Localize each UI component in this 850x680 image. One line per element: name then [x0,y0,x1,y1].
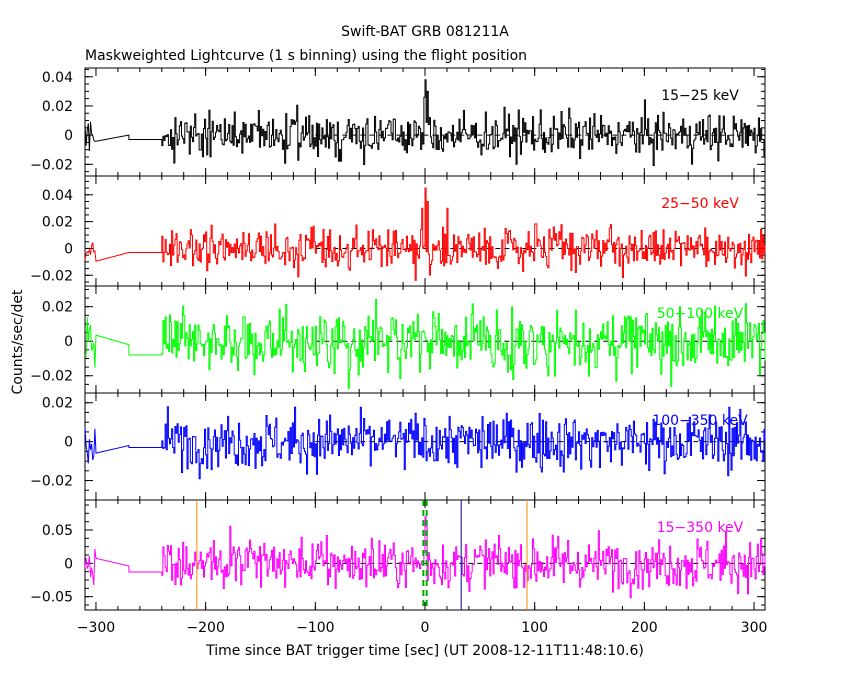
x-tick-label: −300 [77,620,115,636]
y-tick-label: −0.05 [30,590,73,606]
chart-subtitle: Maskweighted Lightcurve (1 s binning) us… [85,48,527,64]
y-tick-label: 0.02 [42,215,73,231]
y-tick-label: 0.05 [42,523,73,539]
y-tick-label: −0.02 [30,474,73,490]
y-axis-label: Counts/sec/det [10,289,26,394]
x-tick-label: −200 [186,620,224,636]
y-tick-label: −0.02 [30,268,73,284]
y-tick-label: 0.04 [42,188,73,204]
y-tick-label: 0 [64,435,73,451]
y-tick-label: 0 [64,556,73,572]
series-line-50-100-kev [84,299,766,389]
y-tick-label: 0.02 [42,396,73,412]
x-axis-label: Time since BAT trigger time [sec] (UT 20… [205,643,644,659]
band-label-25-50-kev: 25−50 keV [661,196,739,212]
series-line-15-350-kev [84,516,766,599]
x-tick-label: 200 [631,620,658,636]
series-line-25-50-kev [84,187,766,281]
y-tick-label: 0 [64,241,73,257]
y-tick-label: 0 [64,334,73,350]
y-tick-label: −0.02 [30,369,73,385]
x-tick-label: 300 [741,620,768,636]
y-tick-label: 0 [64,128,73,144]
series-line-15-25-kev [84,79,766,166]
x-tick-label: −100 [296,620,334,636]
panels-group: −0.02 0 0.02 0.04 15−25 keV −0.02 0 0.02 0.04 25−… [30,67,768,636]
y-tick-label: −0.02 [30,157,73,173]
y-tick-label: 0.02 [42,99,73,115]
chart-title: Swift-BAT GRB 081211A [341,24,509,40]
band-label-50-100-kev: 50−100 keV [657,306,744,322]
x-tick-label: 0 [421,620,430,636]
series-line-100-350-kev [84,406,766,480]
x-tick-label: 100 [521,620,548,636]
band-label-100-350-kev: 100−350 keV [652,413,748,429]
band-label-15-25-kev: 15−25 keV [661,88,739,104]
y-tick-label: 0.04 [42,70,73,86]
band-label-15-350-kev: 15−350 keV [657,520,744,536]
y-tick-label: 0.02 [42,300,73,316]
